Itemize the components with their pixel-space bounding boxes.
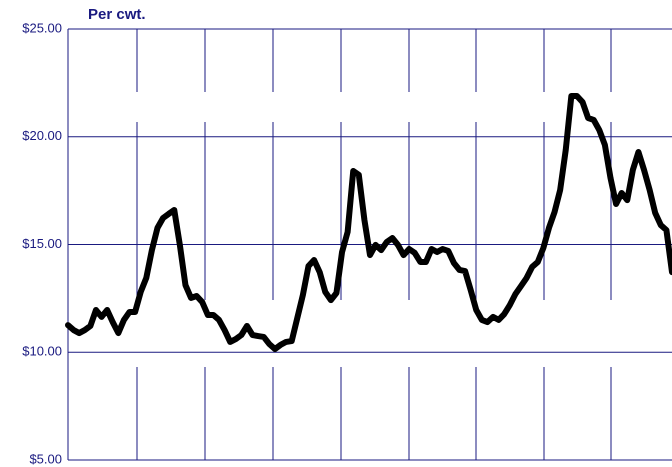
chart-title: Per cwt. bbox=[88, 6, 146, 23]
vertical-grid bbox=[67, 29, 612, 460]
y-tick-label: $25.00 bbox=[22, 20, 62, 35]
y-tick-label: $15.00 bbox=[22, 236, 62, 251]
y-tick-label: $5.00 bbox=[29, 451, 62, 466]
y-tick-label: $20.00 bbox=[22, 128, 62, 143]
price-line bbox=[65, 93, 672, 353]
vertical-grid-lines bbox=[136, 29, 612, 460]
y-tick-label: $10.00 bbox=[22, 344, 62, 359]
